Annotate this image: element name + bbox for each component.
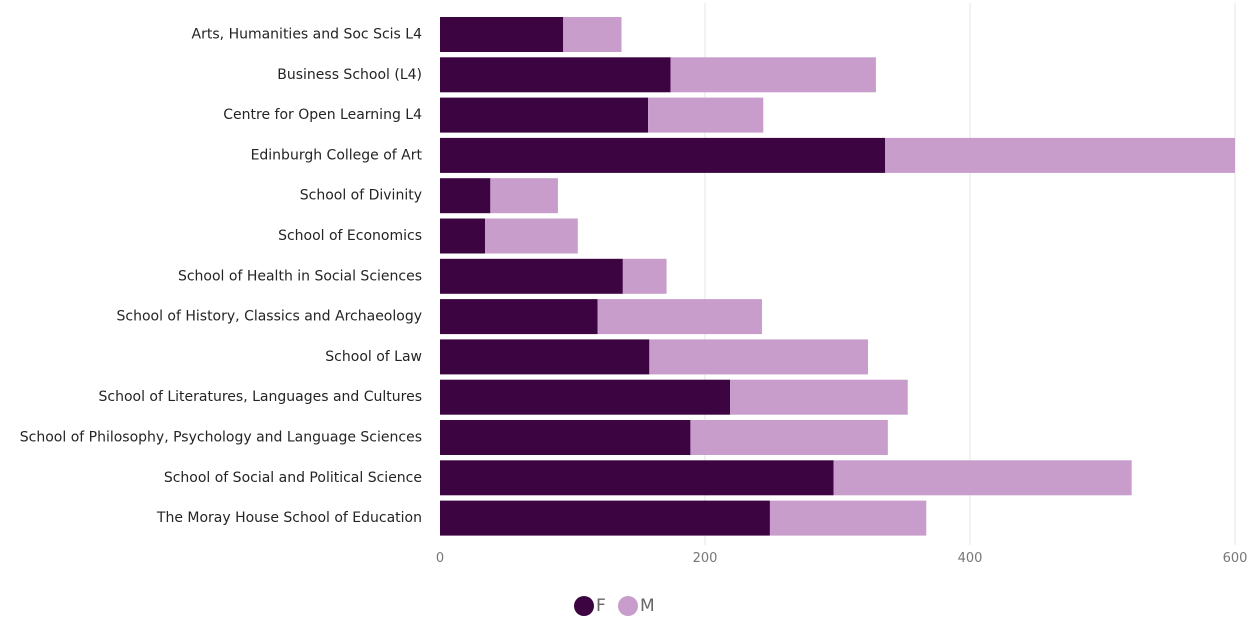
x-tick-label: 200 xyxy=(693,551,718,566)
legend-marker-m xyxy=(618,596,638,616)
bar-m-2[interactable] xyxy=(648,97,764,133)
category-label: School of Social and Political Science xyxy=(164,470,422,486)
category-label: Arts, Humanities and Soc Scis L4 xyxy=(192,27,423,43)
x-tick-label: 600 xyxy=(1223,551,1247,566)
bar-m-3[interactable] xyxy=(885,137,1235,173)
bar-f-11[interactable] xyxy=(440,460,834,496)
category-label: School of Law xyxy=(325,349,422,365)
bar-f-9[interactable] xyxy=(440,379,731,415)
bar-m-8[interactable] xyxy=(649,339,868,375)
category-axis: Arts, Humanities and Soc Scis L4 Business… xyxy=(20,27,423,527)
x-tick-label: 400 xyxy=(958,551,983,566)
category-label: School of Philosophy, Psychology and Lan… xyxy=(20,430,422,446)
bar-f-8[interactable] xyxy=(440,339,650,375)
x-tick-label: 0 xyxy=(436,551,444,566)
bar-f-3[interactable] xyxy=(440,137,886,173)
category-label: The Moray House School of Education xyxy=(156,510,422,526)
bar-m-10[interactable] xyxy=(690,420,888,455)
bar-m-11[interactable] xyxy=(833,460,1132,496)
category-label: School of History, Classics and Archaeol… xyxy=(116,309,422,325)
bar-f-1[interactable] xyxy=(440,57,671,93)
bar-m-6[interactable] xyxy=(622,258,667,294)
category-label: School of Health in Social Sciences xyxy=(178,268,422,284)
bar-f-12[interactable] xyxy=(440,500,770,536)
value-axis: 0 200 400 600 xyxy=(436,551,1247,566)
bars-layer xyxy=(440,17,1235,536)
bar-m-0[interactable] xyxy=(563,17,622,52)
bar-m-5[interactable] xyxy=(485,218,578,254)
bar-f-2[interactable] xyxy=(440,97,649,133)
category-label: School of Economics xyxy=(278,228,422,244)
legend-marker-f xyxy=(574,596,594,616)
category-label: Business School (L4) xyxy=(277,67,422,83)
bar-f-4[interactable] xyxy=(440,178,491,214)
bar-f-7[interactable] xyxy=(440,299,598,335)
category-label: Edinburgh College of Art xyxy=(251,147,423,163)
bar-f-5[interactable] xyxy=(440,218,486,254)
bar-m-1[interactable] xyxy=(670,57,876,93)
category-label: Centre for Open Learning L4 xyxy=(223,107,422,123)
legend-label-f[interactable]: F xyxy=(596,596,606,616)
bar-f-0[interactable] xyxy=(440,17,564,52)
bar-f-10[interactable] xyxy=(440,420,691,455)
bar-f-6[interactable] xyxy=(440,258,623,294)
bar-m-7[interactable] xyxy=(597,299,762,335)
category-label: School of Divinity xyxy=(300,188,422,204)
legend-label-m[interactable]: M xyxy=(640,596,655,616)
bar-m-12[interactable] xyxy=(769,500,927,536)
category-label: School of Literatures, Languages and Cul… xyxy=(99,389,423,405)
bar-m-4[interactable] xyxy=(490,178,558,214)
bar-m-9[interactable] xyxy=(730,379,908,415)
